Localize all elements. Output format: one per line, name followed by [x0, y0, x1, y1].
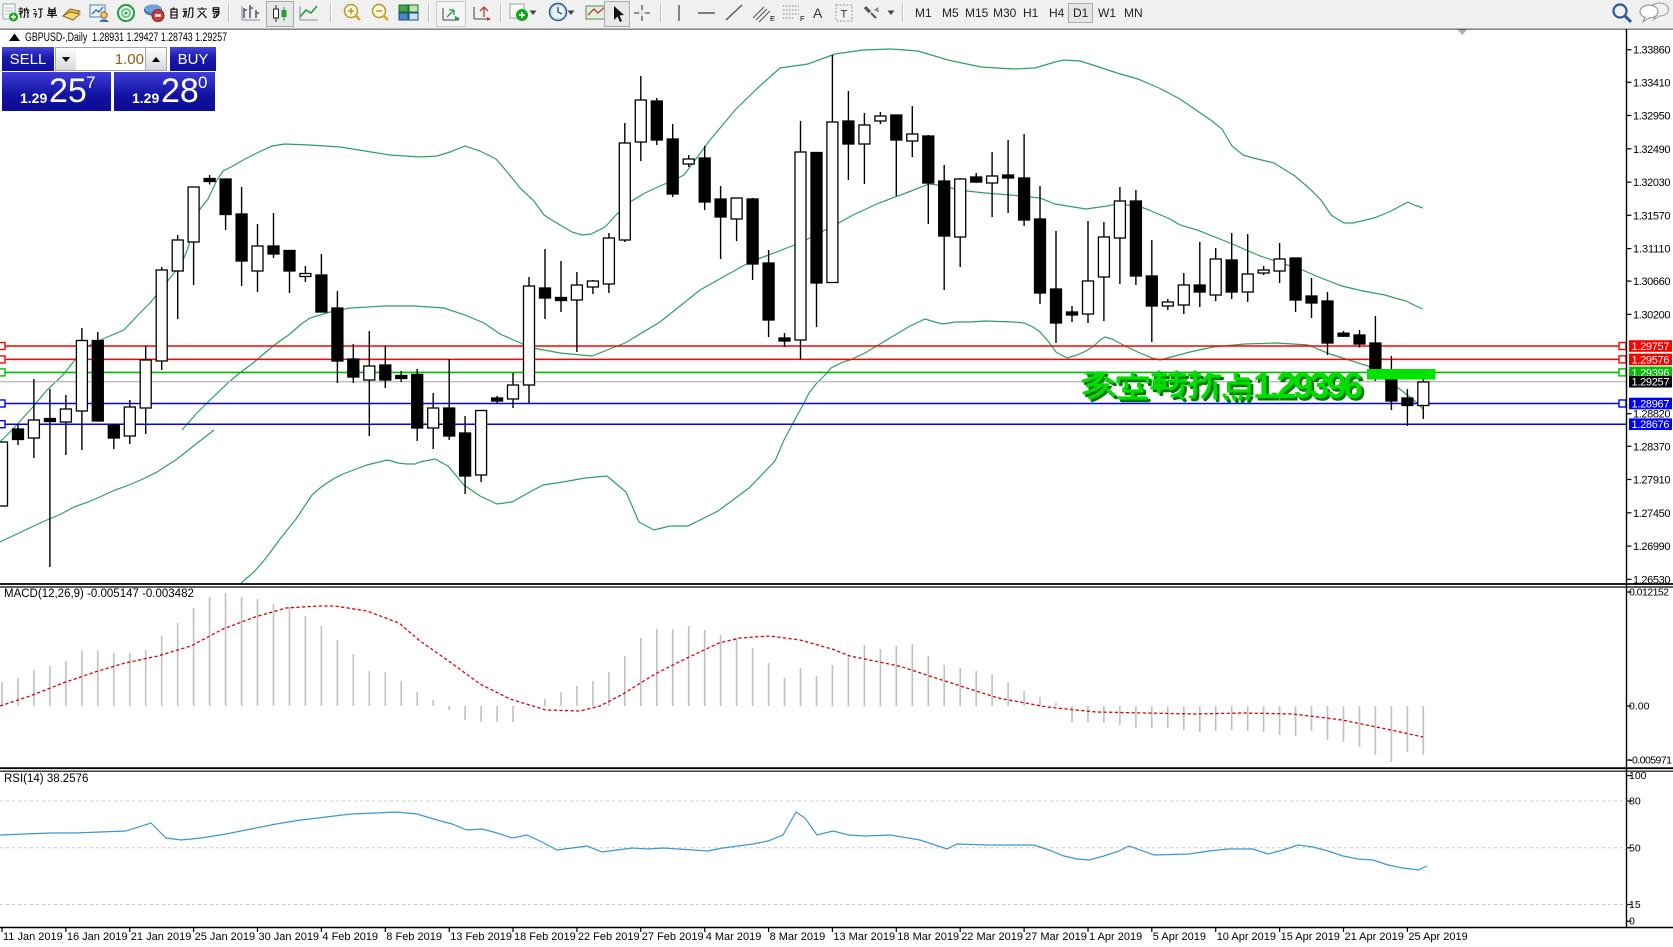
svg-text:1.27450: 1.27450 — [1633, 508, 1671, 520]
svg-text:100: 100 — [1629, 770, 1647, 782]
svg-text:8 Feb 2019: 8 Feb 2019 — [386, 931, 442, 943]
svg-text:1.26990: 1.26990 — [1633, 541, 1671, 553]
svg-text:T: T — [841, 9, 848, 21]
svg-text:A: A — [813, 5, 823, 21]
svg-text:1.33860: 1.33860 — [1633, 45, 1671, 57]
svg-text:10 Apr 2019: 10 Apr 2019 — [1217, 931, 1276, 943]
svg-text:1.28967: 1.28967 — [1632, 399, 1670, 411]
svg-text:1.26530: 1.26530 — [1633, 574, 1671, 586]
svg-text:1.28370: 1.28370 — [1633, 441, 1671, 453]
svg-text:1.31570: 1.31570 — [1633, 210, 1671, 222]
svg-text:1.32030: 1.32030 — [1633, 177, 1671, 189]
svg-text:1.29396: 1.29396 — [1256, 368, 1366, 409]
svg-text:1.27910: 1.27910 — [1633, 475, 1671, 487]
svg-text:RSI(14) 38.2576: RSI(14) 38.2576 — [4, 773, 88, 785]
svg-text:1.30660: 1.30660 — [1633, 276, 1671, 288]
svg-text:1.28676: 1.28676 — [1632, 419, 1670, 431]
svg-text:F: F — [800, 14, 805, 23]
svg-text:18 Feb 2019: 18 Feb 2019 — [514, 931, 576, 943]
svg-text:11 Jan 2019: 11 Jan 2019 — [3, 931, 63, 943]
svg-text:MACD(12,26,9) -0.005147 -0.003: MACD(12,26,9) -0.005147 -0.003482 — [4, 588, 194, 600]
svg-text:25 Apr 2019: 25 Apr 2019 — [1408, 931, 1467, 943]
svg-text:1.32950: 1.32950 — [1633, 111, 1671, 123]
svg-text:13 Mar 2019: 13 Mar 2019 — [833, 931, 895, 943]
svg-text:4 Mar 2019: 4 Mar 2019 — [706, 931, 762, 943]
svg-text:E: E — [770, 14, 775, 23]
svg-text:0.012152: 0.012152 — [1629, 587, 1669, 599]
svg-text:GBPUSD-,Daily 1.28931 1.29427: GBPUSD-,Daily 1.28931 1.29427 1.28743 1.… — [25, 32, 227, 44]
svg-text:27 Feb 2019: 27 Feb 2019 — [642, 931, 704, 943]
svg-text:1.29576: 1.29576 — [1632, 354, 1670, 366]
svg-text:1.30200: 1.30200 — [1633, 309, 1671, 321]
svg-text:25 Jan 2019: 25 Jan 2019 — [195, 931, 256, 943]
svg-text:1.29257: 1.29257 — [1632, 377, 1670, 389]
svg-text:1.32490: 1.32490 — [1633, 144, 1671, 156]
svg-text:-0.005971: -0.005971 — [1629, 755, 1672, 767]
svg-text:1 Apr 2019: 1 Apr 2019 — [1089, 931, 1142, 943]
svg-text:1.29757: 1.29757 — [1632, 341, 1670, 353]
svg-text:1.31110: 1.31110 — [1633, 244, 1671, 256]
svg-text:5 Apr 2019: 5 Apr 2019 — [1153, 931, 1206, 943]
svg-text:18 Mar 2019: 18 Mar 2019 — [897, 931, 959, 943]
svg-text:30 Jan 2019: 30 Jan 2019 — [259, 931, 320, 943]
svg-text:15 Apr 2019: 15 Apr 2019 — [1281, 931, 1340, 943]
svg-text:27 Mar 2019: 27 Mar 2019 — [1025, 931, 1087, 943]
svg-text:0.00: 0.00 — [1629, 701, 1650, 713]
svg-text:80: 80 — [1629, 796, 1641, 808]
svg-text:22 Feb 2019: 22 Feb 2019 — [578, 931, 640, 943]
svg-text:13 Feb 2019: 13 Feb 2019 — [450, 931, 512, 943]
svg-text:21 Jan 2019: 21 Jan 2019 — [131, 931, 192, 943]
svg-text:0: 0 — [1629, 916, 1635, 928]
svg-text:16 Jan 2019: 16 Jan 2019 — [67, 931, 128, 943]
svg-text:50: 50 — [1629, 842, 1641, 854]
svg-text:22 Mar 2019: 22 Mar 2019 — [961, 931, 1023, 943]
svg-text:15: 15 — [1629, 899, 1641, 911]
svg-text:8 Mar 2019: 8 Mar 2019 — [770, 931, 826, 943]
svg-text:21 Apr 2019: 21 Apr 2019 — [1345, 931, 1404, 943]
svg-text:1.29396: 1.29396 — [1253, 365, 1363, 406]
svg-text:4 Feb 2019: 4 Feb 2019 — [322, 931, 378, 943]
svg-text:1.33410: 1.33410 — [1633, 77, 1671, 89]
svg-text:1.28820: 1.28820 — [1633, 409, 1671, 421]
